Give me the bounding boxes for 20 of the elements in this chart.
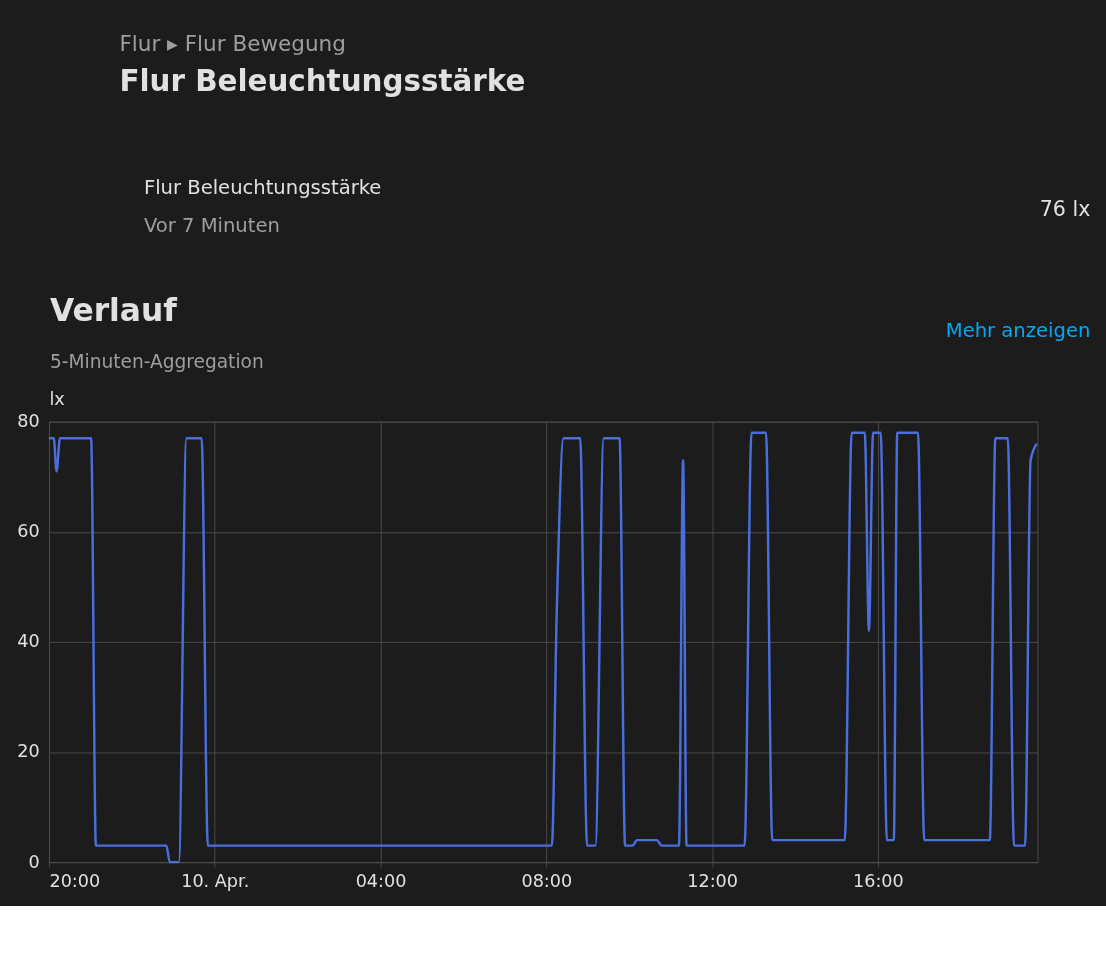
text: Flur ▸ Flur Bewegung [119, 30, 346, 56]
chart-title: Verlauf [49, 291, 178, 328]
y-tick-label: 80 [17, 411, 40, 432]
x-tick-label: 04:00 [355, 871, 407, 892]
text: Mehr anzeigen [945, 318, 1091, 342]
y-tick-label: 40 [17, 631, 40, 652]
x-tick-label: 08:00 [521, 871, 573, 892]
y-axis-title: lx [49, 388, 65, 409]
y-tick-label: 0 [28, 851, 40, 872]
x-tick-label: 12:00 [687, 871, 738, 892]
text: Flur Beleuchtungsstärke [119, 63, 526, 98]
x-tick-label: 20:00 [49, 871, 101, 892]
text: Flur Beleuchtungsstärke [143, 175, 382, 199]
chart-subtitle: 5-Minuten-Aggregation [49, 350, 264, 372]
y-tick-label: 20 [17, 741, 40, 762]
y-tick-label: 60 [17, 521, 40, 542]
text: Vor 7 Minuten [143, 213, 280, 237]
x-tick-label: 16:00 [853, 871, 904, 892]
x-tick-label: 10. Apr. [181, 871, 250, 892]
text: 76 lx [1039, 197, 1091, 222]
